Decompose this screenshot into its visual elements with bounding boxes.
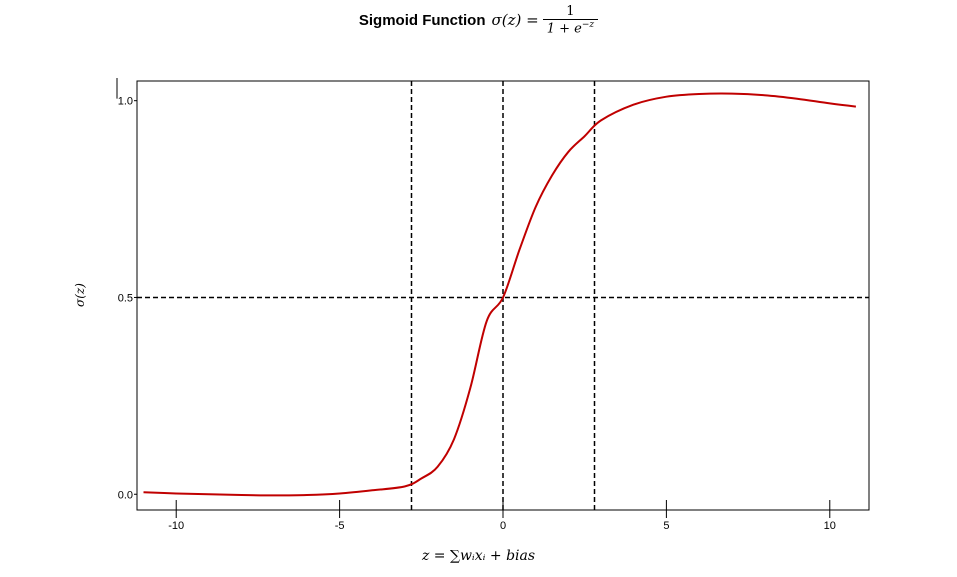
fraction-denominator-base: 1 + e [546, 21, 582, 37]
x-tick-label: 5 [663, 520, 669, 532]
sigmoid-curve [143, 92, 857, 497]
fraction-denominator: 1 + e−z [542, 19, 599, 37]
y-axis-label: σ(z) [73, 283, 87, 307]
x-tick-label: 10 [824, 520, 836, 532]
y-tick-label: 0.5 [118, 292, 133, 304]
y-tick-label: 0.0 [118, 489, 133, 501]
x-tick-label: -5 [335, 520, 345, 532]
x-axis-label: z = ∑wᵢxᵢ + bias [421, 548, 536, 564]
fraction-exponent: −z [581, 20, 595, 30]
title-formula: σ(z) = [491, 11, 539, 30]
x-tick-label: 0 [500, 520, 506, 532]
fraction-numerator: 1 [566, 4, 575, 19]
x-tick-label: -10 [168, 520, 184, 532]
title-fraction: 1 1 + e−z [542, 4, 599, 37]
chart-title: Sigmoid Function σ(z) = 1 1 + e−z [0, 4, 957, 44]
y-tick-label: 1.0 [118, 96, 133, 108]
chart-title-text: Sigmoid Function [358, 11, 486, 29]
